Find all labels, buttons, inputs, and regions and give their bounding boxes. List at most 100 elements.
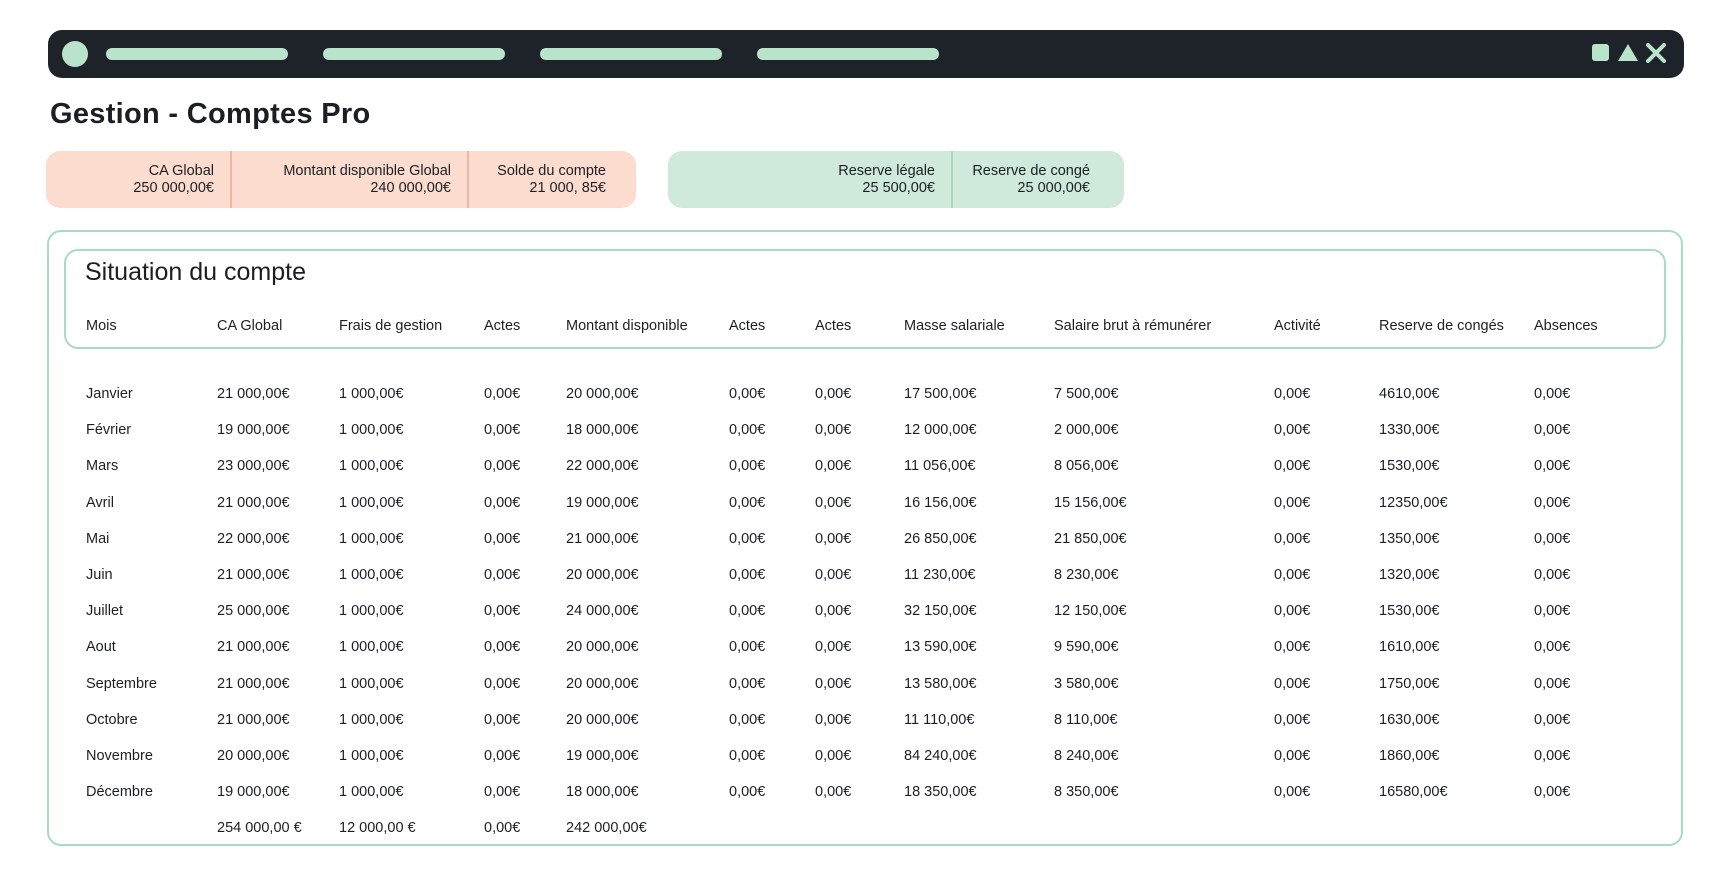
row-month: Avril	[86, 495, 114, 511]
table-cell: 13 590,00€	[904, 639, 977, 655]
titlebar-tab-1[interactable]	[106, 48, 288, 60]
circle-icon[interactable]	[62, 41, 88, 67]
table-cell: 0,00€	[729, 495, 766, 511]
column-header[interactable]: Absences	[1534, 318, 1598, 334]
table-cell: 20 000,00€	[217, 748, 290, 764]
table-cell: 19 000,00€	[217, 784, 290, 800]
table-cell: 0,00€	[1534, 603, 1571, 619]
titlebar-tab-2[interactable]	[323, 48, 505, 60]
table-cell: 0,00€	[484, 784, 521, 800]
table-cell: 20 000,00€	[566, 712, 639, 728]
column-header[interactable]: Actes	[484, 318, 521, 334]
table-cell: 0,00€	[484, 458, 521, 474]
window-titlebar	[48, 30, 1684, 78]
table-cell: 21 000,00€	[217, 386, 290, 402]
column-header[interactable]: Montant disponible	[566, 318, 688, 334]
table-cell: 21 000,00€	[217, 712, 290, 728]
table-cell: 0,00€	[1274, 386, 1311, 402]
table-cell: 19 000,00€	[217, 422, 290, 438]
table-cell: 1 000,00€	[339, 531, 404, 547]
table-cell: 20 000,00€	[566, 567, 639, 583]
titlebar-tab-4[interactable]	[757, 48, 939, 60]
stat-label: Reserve de congé	[972, 162, 1090, 179]
table-cell: 0,00€	[729, 784, 766, 800]
table-cell: 16580,00€	[1379, 784, 1448, 800]
table-cell: 1530,00€	[1379, 603, 1440, 619]
close-icon[interactable]	[1645, 42, 1667, 64]
table-cell: 0,00€	[815, 712, 852, 728]
column-header[interactable]: Salaire brut à rémunérer	[1054, 318, 1212, 334]
table-cell: 21 850,00€	[1054, 531, 1127, 547]
triangle-icon[interactable]	[1617, 42, 1639, 64]
page-title: Gestion - Comptes Pro	[50, 98, 371, 130]
table-cell: 0,00€	[815, 458, 852, 474]
table-cell: 0,00€	[815, 603, 852, 619]
column-header[interactable]: Activité	[1274, 318, 1321, 334]
table-cell: 0,00€	[815, 531, 852, 547]
table-cell: 0,00€	[815, 422, 852, 438]
total-cell: 254 000,00 €	[217, 820, 302, 836]
table-cell: 0,00€	[1534, 748, 1571, 764]
table-cell: 20 000,00€	[566, 386, 639, 402]
table-cell: 0,00€	[1274, 639, 1311, 655]
column-header[interactable]: CA Global	[217, 318, 283, 334]
table-cell: 0,00€	[1274, 531, 1311, 547]
table-cell: 0,00€	[729, 531, 766, 547]
table-cell: 0,00€	[815, 639, 852, 655]
table-cell: 32 150,00€	[904, 603, 977, 619]
table-cell: 0,00€	[729, 712, 766, 728]
table-cell: 0,00€	[1534, 784, 1571, 800]
column-header[interactable]: Reserve de congés	[1379, 318, 1504, 334]
column-header[interactable]: Masse salariale	[904, 318, 1005, 334]
table-cell: 0,00€	[1274, 422, 1311, 438]
column-header[interactable]: Actes	[729, 318, 766, 334]
table-cell: 0,00€	[1274, 712, 1311, 728]
column-header[interactable]: Frais de gestion	[339, 318, 443, 334]
table-cell: 0,00€	[729, 386, 766, 402]
row-month: Juin	[86, 567, 113, 583]
table-cell: 8 110,00€	[1054, 712, 1118, 728]
table-cell: 0,00€	[1534, 495, 1571, 511]
table-cell: 8 056,00€	[1054, 458, 1119, 474]
table-cell: 1 000,00€	[339, 784, 404, 800]
table-cell: 8 240,00€	[1054, 748, 1119, 764]
table-cell: 84 240,00€	[904, 748, 977, 764]
table-cell: 21 000,00€	[566, 531, 639, 547]
table-cell: 0,00€	[1534, 676, 1571, 692]
table-cell: 23 000,00€	[217, 458, 290, 474]
table-cell: 0,00€	[815, 567, 852, 583]
row-month: Janvier	[86, 386, 133, 402]
total-cell: 242 000,00€	[566, 820, 647, 836]
total-cell: 12 000,00 €	[339, 820, 416, 836]
table-cell: 1 000,00€	[339, 712, 404, 728]
table-cell: 21 000,00€	[217, 676, 290, 692]
row-month: Juillet	[86, 603, 124, 619]
summary-card-global: CA Global 250 000,00€ Montant disponible…	[46, 151, 636, 208]
table-cell: 0,00€	[1274, 458, 1311, 474]
table-cell: 0,00€	[1274, 567, 1311, 583]
table-cell: 1320,00€	[1379, 567, 1440, 583]
column-header[interactable]: Actes	[815, 318, 852, 334]
table-cell: 0,00€	[484, 422, 521, 438]
table-cell: 1 000,00€	[339, 495, 404, 511]
table-cell: 0,00€	[1274, 676, 1311, 692]
table-cell: 1330,00€	[1379, 422, 1440, 438]
square-icon[interactable]	[1590, 42, 1612, 64]
row-month: Décembre	[86, 784, 153, 800]
table-cell: 0,00€	[1274, 784, 1311, 800]
titlebar-tab-3[interactable]	[540, 48, 722, 60]
summary-card-reserves: Reserve légale 25 500,00€ Reserve de con…	[668, 151, 1124, 208]
table-cell: 0,00€	[1534, 458, 1571, 474]
row-month: Novembre	[86, 748, 153, 764]
table-cell: 0,00€	[1274, 495, 1311, 511]
table-cell: 1750,00€	[1379, 676, 1440, 692]
table-cell: 0,00€	[1534, 567, 1571, 583]
column-header[interactable]: Mois	[86, 318, 117, 334]
table-cell: 0,00€	[1534, 531, 1571, 547]
stat-value: 25 000,00€	[1017, 179, 1090, 196]
table-cell: 1630,00€	[1379, 712, 1440, 728]
table-cell: 18 000,00€	[566, 784, 639, 800]
table-cell: 24 000,00€	[566, 603, 639, 619]
table-cell: 19 000,00€	[566, 495, 639, 511]
table-cell: 11 110,00€	[904, 712, 975, 728]
